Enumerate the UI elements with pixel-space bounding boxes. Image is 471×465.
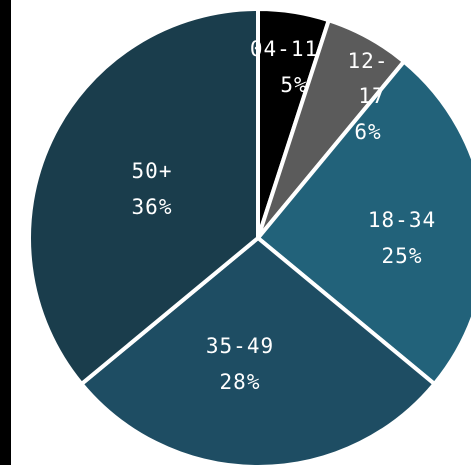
slice-percent-label: 6%: [354, 120, 381, 144]
slice-category-label: 35-49: [206, 334, 274, 358]
slice-percent-label: 5%: [280, 73, 307, 97]
slice-category-label: 18-34: [368, 208, 436, 232]
slice-category-label: 17: [358, 84, 385, 108]
pie-slice-18-34: [256, 59, 471, 386]
pie-slice-35-49: [79, 236, 437, 465]
left-frame-bar: [0, 0, 11, 465]
pie-slice-50plus: [27, 7, 260, 386]
slice-percent-label: 36%: [132, 195, 173, 219]
slice-percent-label: 25%: [382, 244, 423, 268]
slice-category-label: 50+: [132, 159, 173, 183]
slice-percent-label: 28%: [220, 370, 261, 394]
slice-category-label: 04-11: [250, 37, 318, 61]
slice-category-label: 12-: [348, 49, 389, 73]
